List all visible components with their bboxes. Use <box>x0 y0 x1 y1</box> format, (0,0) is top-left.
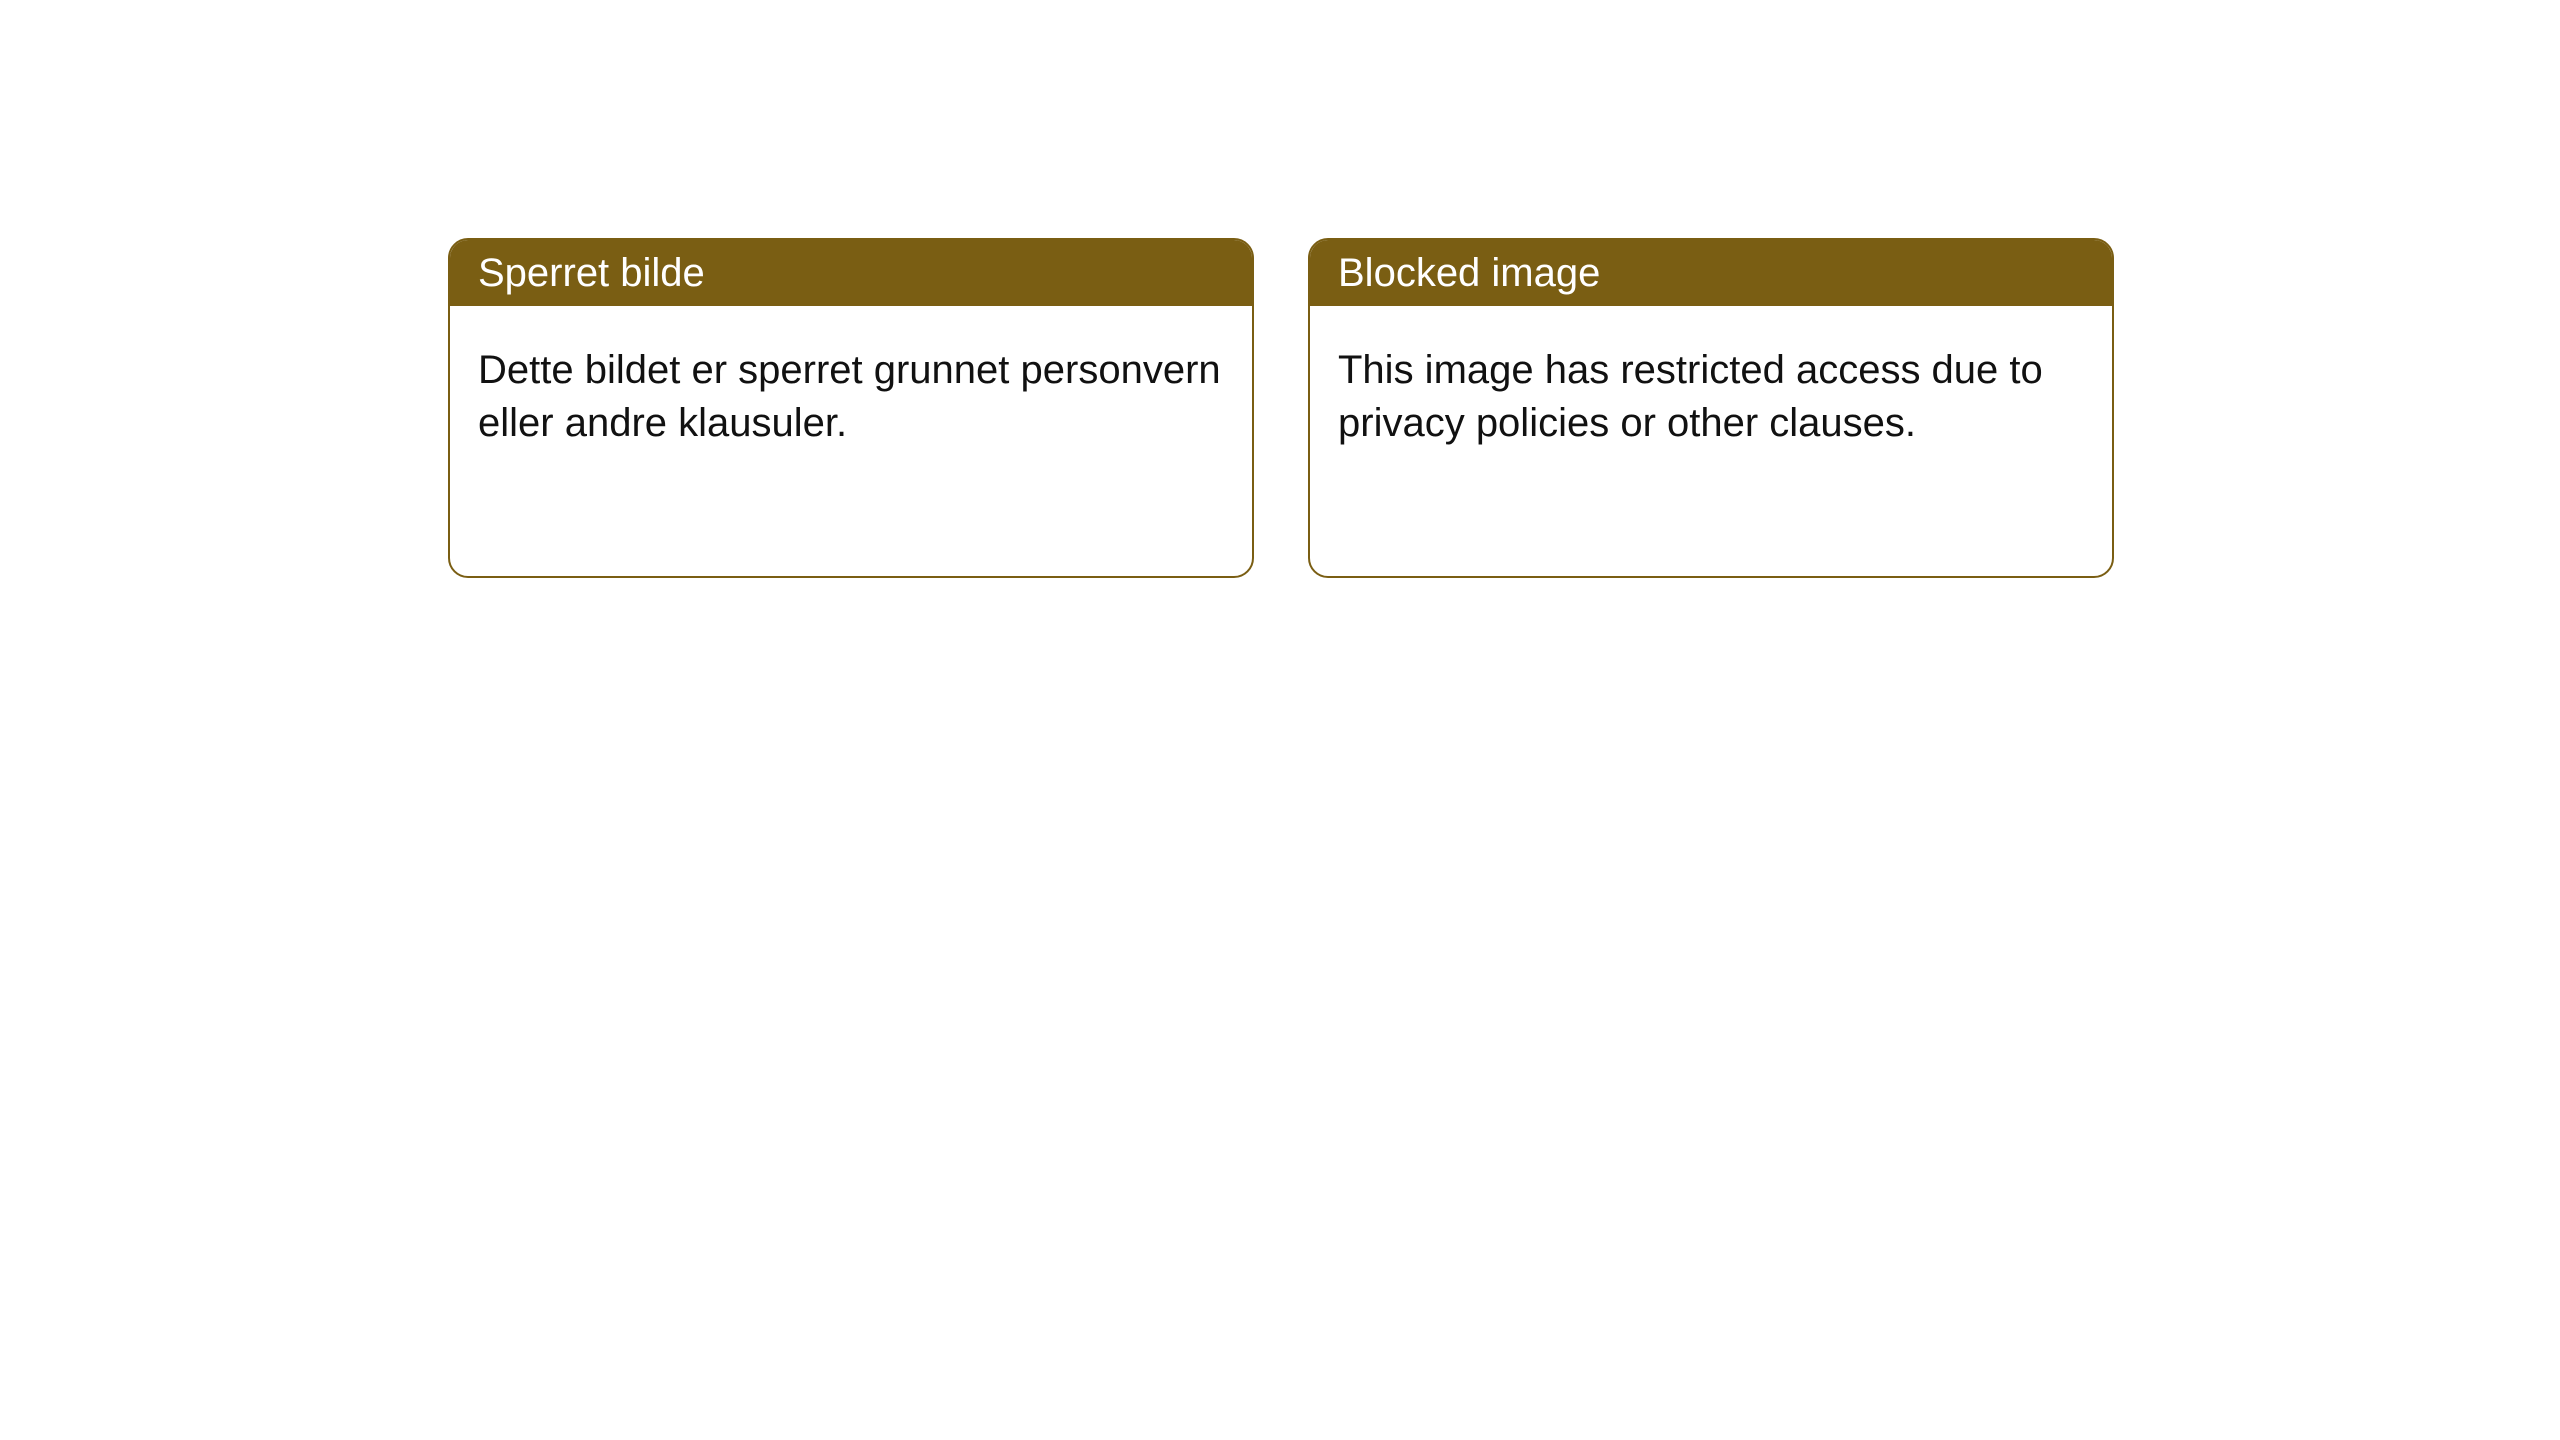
notice-body-english: This image has restricted access due to … <box>1310 306 2112 576</box>
notice-card-english: Blocked image This image has restricted … <box>1308 238 2114 578</box>
notice-body-norwegian: Dette bildet er sperret grunnet personve… <box>450 306 1252 576</box>
notice-card-norwegian: Sperret bilde Dette bildet er sperret gr… <box>448 238 1254 578</box>
notice-cards-container: Sperret bilde Dette bildet er sperret gr… <box>448 238 2114 578</box>
notice-title-english: Blocked image <box>1310 240 2112 306</box>
notice-title-norwegian: Sperret bilde <box>450 240 1252 306</box>
